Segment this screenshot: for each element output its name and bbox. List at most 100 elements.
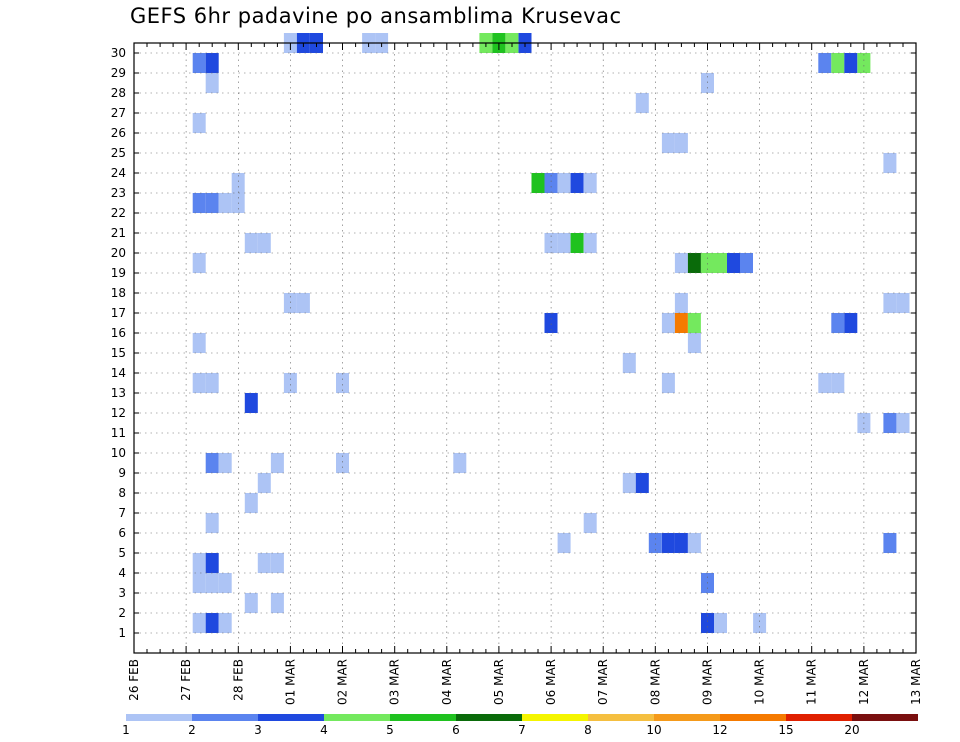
heatmap-cell [192,613,206,633]
heatmap-cell [687,253,701,273]
y-tick-label: 20 [111,246,126,260]
x-tick-label: 09 MAR [701,659,715,705]
heatmap-cell [218,193,232,213]
heatmap-cell [192,553,206,573]
colorbar-label: 1 [122,723,130,737]
y-tick-label: 26 [111,126,126,140]
heatmap-cell [740,253,753,273]
heatmap-cell [531,173,545,193]
heatmap-cell [205,513,219,533]
heatmap-cell [687,313,701,333]
y-tick-label: 1 [118,626,126,640]
heatmap-cell [270,453,284,473]
heatmap-cell [753,613,767,633]
heatmap-cell [635,93,649,113]
heatmap-cell [218,613,232,633]
heatmap-cell [205,613,219,633]
heatmap-cell [714,253,727,273]
y-tick-label: 30 [111,46,126,60]
heatmap-cell [896,413,910,433]
heatmap-cell [257,233,271,253]
heatmap-cell [701,613,714,633]
heatmap-cell [218,573,232,593]
x-tick-label: 02 MAR [336,659,350,705]
heatmap-cell [544,233,558,253]
heatmap-cell [453,453,467,473]
heatmap-cell [257,473,271,493]
x-tick-label: 13 MAR [909,659,923,705]
colorbar-label: 6 [452,723,460,737]
y-tick-label: 11 [111,426,126,440]
heatmap-cell [544,313,558,333]
colorbar-label: 15 [778,723,793,737]
x-tick-label: 10 MAR [753,659,767,705]
heatmap-cell [270,553,284,573]
y-tick-label: 17 [111,306,126,320]
heatmap-cell [883,533,897,553]
heatmap-cell [857,53,871,73]
heatmap-cell [583,513,597,533]
colorbar-label: 20 [844,723,859,737]
heatmap-cell [831,53,845,73]
colorbar-label: 12 [712,723,727,737]
colorbar-swatch [258,714,324,721]
heatmap-cell [687,533,701,553]
heatmap-cell [674,253,688,273]
heatmap-cell [661,533,675,553]
colorbar-swatch [786,714,852,721]
x-tick-label: 12 MAR [857,659,871,705]
colorbar-label: 4 [320,723,328,737]
heatmap-cell [296,293,310,313]
heatmap-cell [622,353,636,373]
y-tick-label: 5 [118,546,126,560]
heatmap-cell [674,293,688,313]
x-tick-label: 11 MAR [805,659,819,705]
x-tick-label: 08 MAR [648,659,662,705]
heatmap-cell [218,453,232,473]
heatmap-cell [192,53,206,73]
heatmap-cell [687,333,701,353]
heatmap-cell [883,153,897,173]
heatmap-cell [231,173,245,193]
colorbar-swatch [852,714,918,721]
heatmap-cell [192,373,206,393]
colorbar-label: 2 [188,723,196,737]
x-tick-label: 28 FEB [231,659,245,701]
x-tick-label: 07 MAR [596,659,610,705]
colorbar-label: 10 [646,723,661,737]
heatmap-cell [818,373,832,393]
heatmap-cell [896,293,910,313]
heatmap-cell [883,293,897,313]
colorbar-swatch [192,714,258,721]
heatmap-cell [674,313,688,333]
colorbar-swatch [522,714,588,721]
heatmap-cell [192,333,206,353]
heatmap-cell [192,573,206,593]
heatmap-cell [244,493,258,513]
colorbar-swatch [654,714,720,721]
heatmap-cell [661,313,675,333]
heatmap-cell [831,373,845,393]
heatmap-cell [192,193,206,213]
heatmap-cell [192,253,206,273]
heatmap-cell [205,573,219,593]
heatmap-cell [205,53,219,73]
y-tick-label: 14 [111,366,126,380]
heatmap-cell [205,453,219,473]
y-tick-label: 4 [118,566,126,580]
y-tick-label: 16 [111,326,126,340]
heatmap-cell [205,553,219,573]
y-tick-label: 8 [118,486,126,500]
colorbar-swatch [126,714,192,721]
heatmap-cell [727,253,740,273]
heatmap-cell [336,373,349,393]
colorbar-swatch [720,714,786,721]
plot-frame [133,42,917,654]
heatmap-cell [622,473,636,493]
y-tick-label: 3 [118,586,126,600]
heatmap-cell [583,173,597,193]
heatmap-cell [583,233,597,253]
y-tick-label: 28 [111,86,126,100]
heatmap-cell [283,373,297,393]
